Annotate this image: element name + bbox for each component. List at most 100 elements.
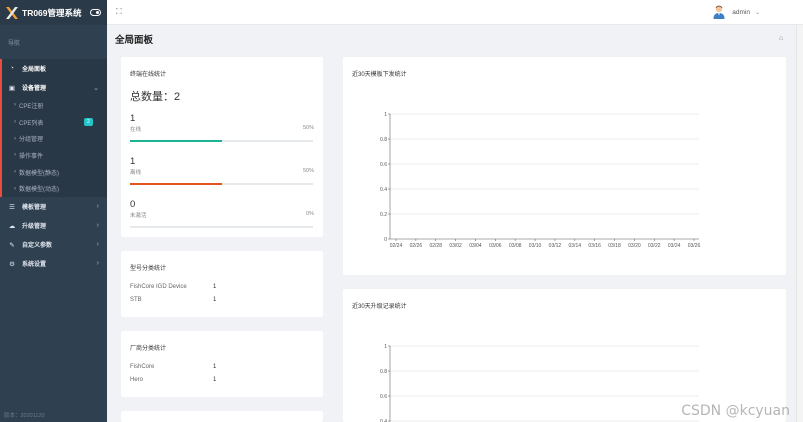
sidebar-item-upgrade[interactable]: ☁ 升级管理 › — [0, 216, 107, 235]
x-tick-label: 03/06 — [489, 243, 502, 249]
x-tick-label: 03/12 — [549, 243, 562, 249]
sidebar-item-params[interactable]: ✎ 自定义参数 › — [0, 235, 107, 254]
online-count: 1 — [130, 113, 136, 124]
sidebar-subitem-events[interactable]: › 操作事件 — [2, 147, 107, 164]
model-count: 1 — [213, 297, 217, 303]
online-percent: 50% — [302, 125, 314, 131]
x-tick-label: 03/22 — [648, 243, 661, 249]
x-tick-label: 03/10 — [529, 243, 542, 249]
online-label: 在线 — [130, 127, 142, 133]
offline-label: 离线 — [130, 170, 142, 176]
inactive-percent: 0% — [306, 211, 314, 217]
x-tick-label: 03/24 — [668, 243, 681, 249]
gears-icon: ⚙ — [9, 260, 15, 268]
sidebar-subitem-model-dynamic[interactable]: › 数据模型(动态) — [2, 180, 107, 197]
sidebar-item-dashboard[interactable]: ◔ 全局面板 — [0, 59, 107, 78]
sidebar-subitem-label: 分组管理 — [19, 137, 44, 144]
template-chart-card: 近30天模板下发统计 0 0.2 0.4 0.6 0.8 1 02/24 02/26 02/28… — [343, 57, 786, 275]
x-tick-label: 03/26 — [688, 243, 701, 249]
x-tick-label: 03/02 — [449, 243, 462, 249]
card-title: 厂商分类统计 — [130, 346, 167, 352]
sidebar-subitem-label: CPE列表 — [19, 120, 44, 127]
sidebar-item-template[interactable]: ☰ 模板管理 › — [0, 197, 107, 216]
chevron-down-icon: ⌄ — [754, 9, 760, 16]
dashboard-icon: ◔ — [10, 65, 14, 72]
x-tick-label: 02/28 — [429, 243, 442, 249]
sidebar-subitem-label: 数据模型(动态) — [19, 187, 59, 194]
y-tick-label: 1 — [384, 344, 387, 350]
x-tick-label: 03/16 — [588, 243, 601, 249]
chevron-right-icon: › — [14, 169, 16, 176]
fullscreen-icon[interactable]: ⛶ — [116, 7, 122, 16]
x-tick-label: 03/18 — [608, 243, 621, 249]
chevron-right-icon: › — [14, 152, 16, 159]
chevron-right-icon: › — [14, 185, 16, 192]
card-title: 型号分类统计 — [130, 266, 167, 272]
sidebar-item-settings[interactable]: ⚙ 系统设置 › — [0, 254, 107, 273]
offline-percent: 50% — [302, 168, 314, 174]
home-icon[interactable]: ⌂ — [779, 35, 784, 42]
vendor-count: 1 — [213, 377, 217, 383]
online-stats-card: 终端在线统计 总数量：2 1 在线 50% 1 离线 50% 0 未激活 0% — [121, 57, 323, 237]
sidebar-item-device[interactable]: ▣ 设备管理 ⌄ — [0, 78, 107, 97]
brand: TR069管理系统 — [0, 0, 107, 25]
sidebar-toggle-icon[interactable] — [90, 9, 101, 16]
offline-progress — [130, 183, 313, 185]
nav-header: 导航 — [8, 41, 21, 47]
sidebar-subitem-label: CPE注册 — [19, 103, 44, 110]
sidebar-subitem-cpe-register[interactable]: › CPE注册 — [2, 97, 107, 114]
chevron-right-icon: › — [96, 222, 99, 230]
online-progress-fill — [130, 140, 222, 142]
x-logo-icon — [6, 6, 18, 19]
y-tick-label: 0.4 — [380, 419, 387, 422]
x-tick-label: 03/14 — [569, 243, 582, 249]
vendor-stats-card: 厂商分类统计 FishCore 1 Hero 1 — [121, 331, 323, 397]
inactive-count: 0 — [130, 199, 136, 210]
x-tick-label: 02/24 — [390, 243, 403, 249]
card-title: 近30天模板下发统计 — [352, 72, 407, 78]
y-tick-label: 0 — [384, 237, 387, 243]
chevron-right-icon: › — [14, 135, 16, 142]
vendor-name: FishCore — [130, 364, 155, 370]
sidebar-item-label: 升级管理 — [22, 224, 47, 231]
model-name: FishCore IGD Device — [130, 284, 187, 290]
online-progress — [130, 140, 313, 142]
template-line-chart: 0 0.2 0.4 0.6 0.8 1 02/24 02/26 02/28 03/02 03/04 0… — [380, 112, 701, 249]
x-tick-label: 03/08 — [509, 243, 522, 249]
user-menu[interactable]: admin ⌄ — [713, 5, 760, 19]
chevron-right-icon: › — [96, 260, 99, 268]
x-tick-label: 03/20 — [628, 243, 641, 249]
sidebar-subitem-cpe-list[interactable]: › CPE列表 2 — [2, 114, 107, 131]
y-tick-label: 0.4 — [380, 187, 387, 193]
chevron-right-icon: › — [96, 241, 99, 249]
x-tick-label: 03/04 — [469, 243, 482, 249]
count-badge: 2 — [84, 117, 93, 126]
chevron-down-icon: ⌄ — [93, 84, 99, 92]
chevron-right-icon: › — [14, 119, 16, 126]
sidebar-item-label: 自定义参数 — [22, 243, 53, 250]
y-tick-label: 0.8 — [380, 369, 387, 375]
sidebar-subitem-label: 操作事件 — [19, 153, 44, 160]
sidebar-subitem-model-static[interactable]: › 数据模型(静态) — [2, 164, 107, 181]
device-submenu: › CPE注册 › CPE列表 2 › 分组管理 › 操作事件 › 数据模型(静态) › 数据… — [0, 97, 107, 198]
upgrade-chart-card: 近30天升级记录统计 0.4 0.6 0.8 1 — [343, 289, 786, 422]
y-tick-label: 0.2 — [380, 212, 387, 218]
card-title: 终端在线统计 — [130, 72, 167, 78]
sidebar-item-label: 系统设置 — [22, 262, 47, 269]
list-icon: ☰ — [9, 203, 15, 211]
sidebar-subitem-groups[interactable]: › 分组管理 — [2, 130, 107, 147]
wrench-icon: ✎ — [9, 241, 15, 249]
sidebar-item-label: 模板管理 — [22, 205, 47, 212]
upgrade-line-chart: 0.4 0.6 0.8 1 — [380, 344, 699, 422]
app-title: TR069管理系统 — [22, 7, 82, 18]
scrollbar[interactable] — [796, 25, 803, 422]
chevron-right-icon: › — [14, 102, 16, 109]
model-count: 1 — [213, 284, 217, 290]
page-title: 全局面板 — [115, 35, 154, 46]
avatar — [713, 5, 725, 19]
total-count: 总数量：2 — [130, 91, 181, 103]
topbar: ⛶ admin ⌄ — [107, 0, 803, 25]
inactive-label: 未激活 — [130, 213, 147, 219]
y-tick-label: 1 — [384, 112, 387, 118]
sidebar-item-label: 全局面板 — [22, 67, 47, 73]
